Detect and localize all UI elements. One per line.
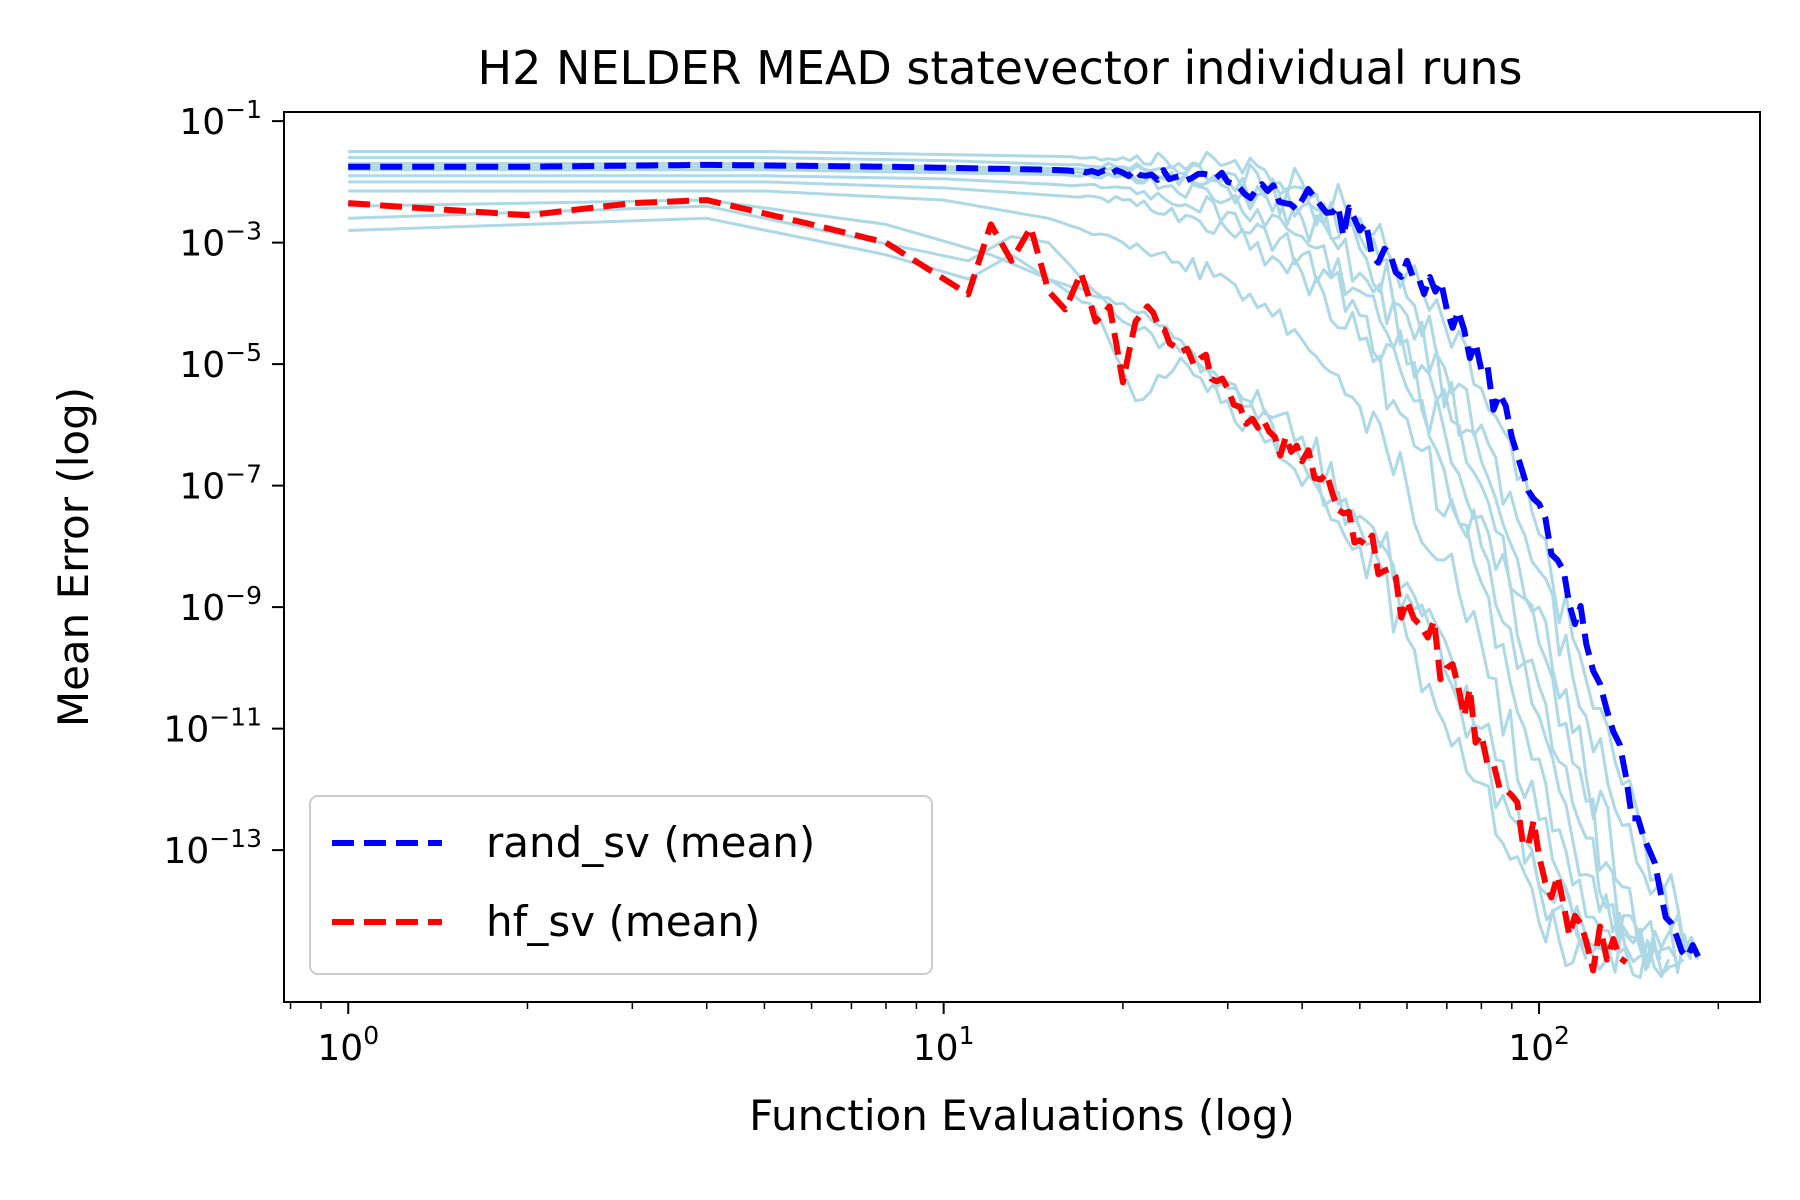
y-tick-label-3: 10−5 xyxy=(179,338,262,386)
y-axis-label: Mean Error (log) xyxy=(49,387,98,727)
run-line-2 xyxy=(348,156,1693,961)
legend-label-hf-sv: hf_sv (mean) xyxy=(486,897,760,946)
x-axis-label: Function Evaluations (log) xyxy=(749,1091,1295,1140)
series-line-rand-sv-mean- xyxy=(348,161,1701,961)
run-line-6 xyxy=(348,174,1670,979)
mean-series xyxy=(348,161,1701,974)
plot-frame xyxy=(283,111,1761,1003)
run-line-4 xyxy=(348,165,1685,976)
y-tick-label-5: 10−9 xyxy=(179,581,262,629)
y-tick-label-7: 10−13 xyxy=(163,824,262,872)
y-tick-label-1: 10−1 xyxy=(179,95,262,143)
legend: rand_sv (mean) hf_sv (mean) xyxy=(309,795,933,975)
y-axis: 10−1 10−3 10−5 10−7 10−9 10−11 10−13 xyxy=(163,95,284,872)
x-axis: 100 101 102 xyxy=(289,1002,1720,1069)
run-line-7 xyxy=(348,180,1662,972)
y-tick-label-2: 10−3 xyxy=(179,217,262,265)
x-tick-label-3: 102 xyxy=(1508,1021,1570,1069)
legend-label-rand-sv: rand_sv (mean) xyxy=(486,818,815,867)
run-line-8 xyxy=(348,189,1646,974)
series-line-hf-sv-mean- xyxy=(348,197,1628,974)
run-line-11 xyxy=(348,216,1588,968)
run-line-1 xyxy=(348,150,1700,960)
run-line-5 xyxy=(348,168,1678,964)
legend-box xyxy=(309,795,933,975)
x-tick-label-1: 100 xyxy=(317,1021,379,1069)
chart-title: H2 NELDER MEAD statevector individual ru… xyxy=(477,41,1522,95)
run-line-9 xyxy=(348,198,1609,971)
y-tick-label-6: 10−11 xyxy=(163,703,262,751)
y-tick-label-4: 10−7 xyxy=(179,460,262,508)
x-tick-label-2: 101 xyxy=(913,1021,975,1069)
